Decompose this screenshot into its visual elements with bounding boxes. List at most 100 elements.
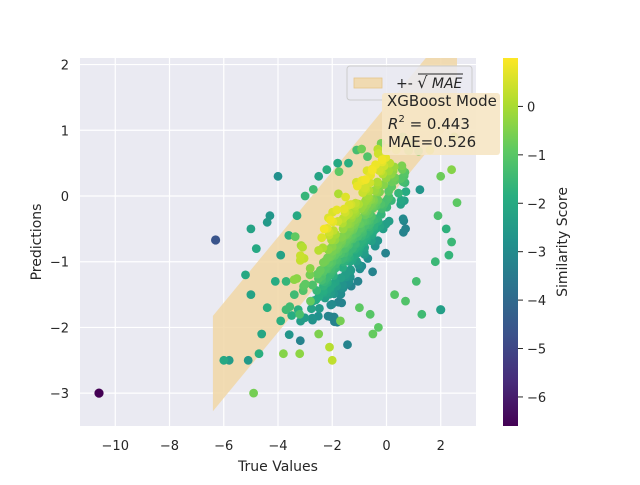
scatter-point [433, 211, 443, 221]
colorbar-tick-label: −3 [527, 246, 546, 261]
x-tick-label: 2 [437, 439, 445, 454]
scatter-point [295, 309, 305, 319]
x-tick-label: −4 [268, 439, 287, 454]
y-tick-labels: −3 −2 −1 0 1 2 [50, 59, 69, 403]
scatter-point [360, 183, 370, 193]
scatter-point [265, 211, 275, 221]
colorbar-ticks: 0 −1 −2 −3 −4 −5 −6 [518, 100, 546, 406]
scatter-point [334, 167, 344, 177]
y-tick-label: 0 [61, 190, 69, 205]
scatter-point [315, 304, 324, 313]
x-tick-label: 0 [382, 439, 390, 454]
scatter-point [257, 329, 267, 339]
scatter-point [444, 250, 454, 260]
scatter-point [243, 355, 253, 365]
scatter-point [295, 349, 305, 359]
colorbar-tick-label: −2 [527, 197, 546, 212]
scatter-point [307, 304, 316, 314]
y-tick-label: −2 [50, 321, 69, 336]
scatter-point [296, 251, 305, 260]
scatter-point [343, 340, 352, 350]
scatter-point [447, 165, 456, 175]
scatter-point [401, 224, 410, 234]
y-tick-label: −1 [50, 256, 69, 271]
r2-text: R2 = 0.443 [388, 114, 470, 133]
scatter-point [367, 165, 377, 175]
colorbar-tick-label: −4 [527, 294, 546, 309]
scatter-point [355, 303, 364, 313]
scatter-point [319, 258, 328, 267]
x-tick-label: −6 [214, 439, 233, 454]
scatter-point [353, 276, 363, 286]
scatter-point [326, 215, 335, 225]
scatter-point [290, 232, 300, 242]
scatter-point [334, 189, 343, 199]
scatter-point [373, 236, 383, 246]
scatter-point [292, 211, 302, 221]
scatter-point [276, 250, 286, 260]
scatter-point [262, 217, 272, 227]
scatter-point [279, 349, 288, 359]
scatter-point [394, 188, 403, 198]
scatter-point [361, 175, 370, 185]
scatter-point [390, 290, 399, 299]
y-tick-label: −3 [50, 387, 69, 402]
scatter-point [308, 185, 318, 194]
scatter-point [368, 329, 378, 339]
y-tick-label: 2 [61, 59, 69, 74]
scatter-point [401, 296, 410, 306]
scatter-point [251, 244, 261, 254]
scatter-point [397, 161, 407, 171]
scatter-point [287, 311, 297, 320]
scatter-point [246, 224, 256, 234]
scatter-point [246, 290, 256, 299]
y-axis-label: Predictions [29, 204, 45, 281]
scatter-point [430, 257, 440, 267]
scatter-point [357, 144, 366, 154]
scatter-point [241, 270, 250, 280]
outlier-point [94, 388, 104, 398]
x-axis-label: True Values [237, 459, 318, 475]
scatter-point [327, 355, 337, 365]
r2-exponent: 2 [398, 114, 404, 125]
scatter-point [436, 171, 446, 181]
annotation-box [382, 93, 500, 155]
scatter-point [295, 336, 305, 346]
colorbar-tick-label: −6 [527, 391, 546, 406]
scatter-point [319, 224, 329, 234]
scatter-point [368, 267, 377, 277]
scatter-point [441, 224, 451, 234]
scatter-point [300, 191, 310, 201]
scatter-point [447, 237, 456, 247]
scatter-point [298, 242, 307, 252]
scatter-point [314, 329, 324, 339]
colorbar-tick-label: 0 [527, 100, 535, 115]
scatter-point [308, 280, 317, 290]
r2-symbol: R [388, 115, 398, 133]
scatter-point [289, 290, 299, 299]
scatter-point [398, 214, 408, 224]
scatter-point [305, 264, 315, 273]
scatter-point [306, 296, 315, 306]
r2-value: = 0.443 [405, 115, 470, 133]
scatter-point [417, 309, 427, 319]
scatter-point [219, 355, 229, 365]
x-tick-labels: −10 −8 −6 −4 −2 0 2 [102, 439, 445, 454]
scatter-point [452, 198, 462, 208]
scatter-point [344, 158, 353, 168]
scatter-point [332, 205, 342, 215]
scatter-point [249, 388, 258, 398]
scatter-point [325, 342, 334, 352]
x-tick-label: −10 [102, 439, 129, 454]
scatter-point [273, 171, 283, 181]
scatter-point [281, 277, 291, 286]
outlier-point [436, 305, 446, 315]
colorbar-label: Similarity Score [555, 187, 571, 297]
scatter-point [396, 195, 406, 205]
scatter-point [336, 316, 345, 326]
model-name: XGBoost Mode [387, 92, 497, 110]
y-tick-label: 1 [61, 124, 69, 139]
scatter-point [415, 185, 425, 195]
